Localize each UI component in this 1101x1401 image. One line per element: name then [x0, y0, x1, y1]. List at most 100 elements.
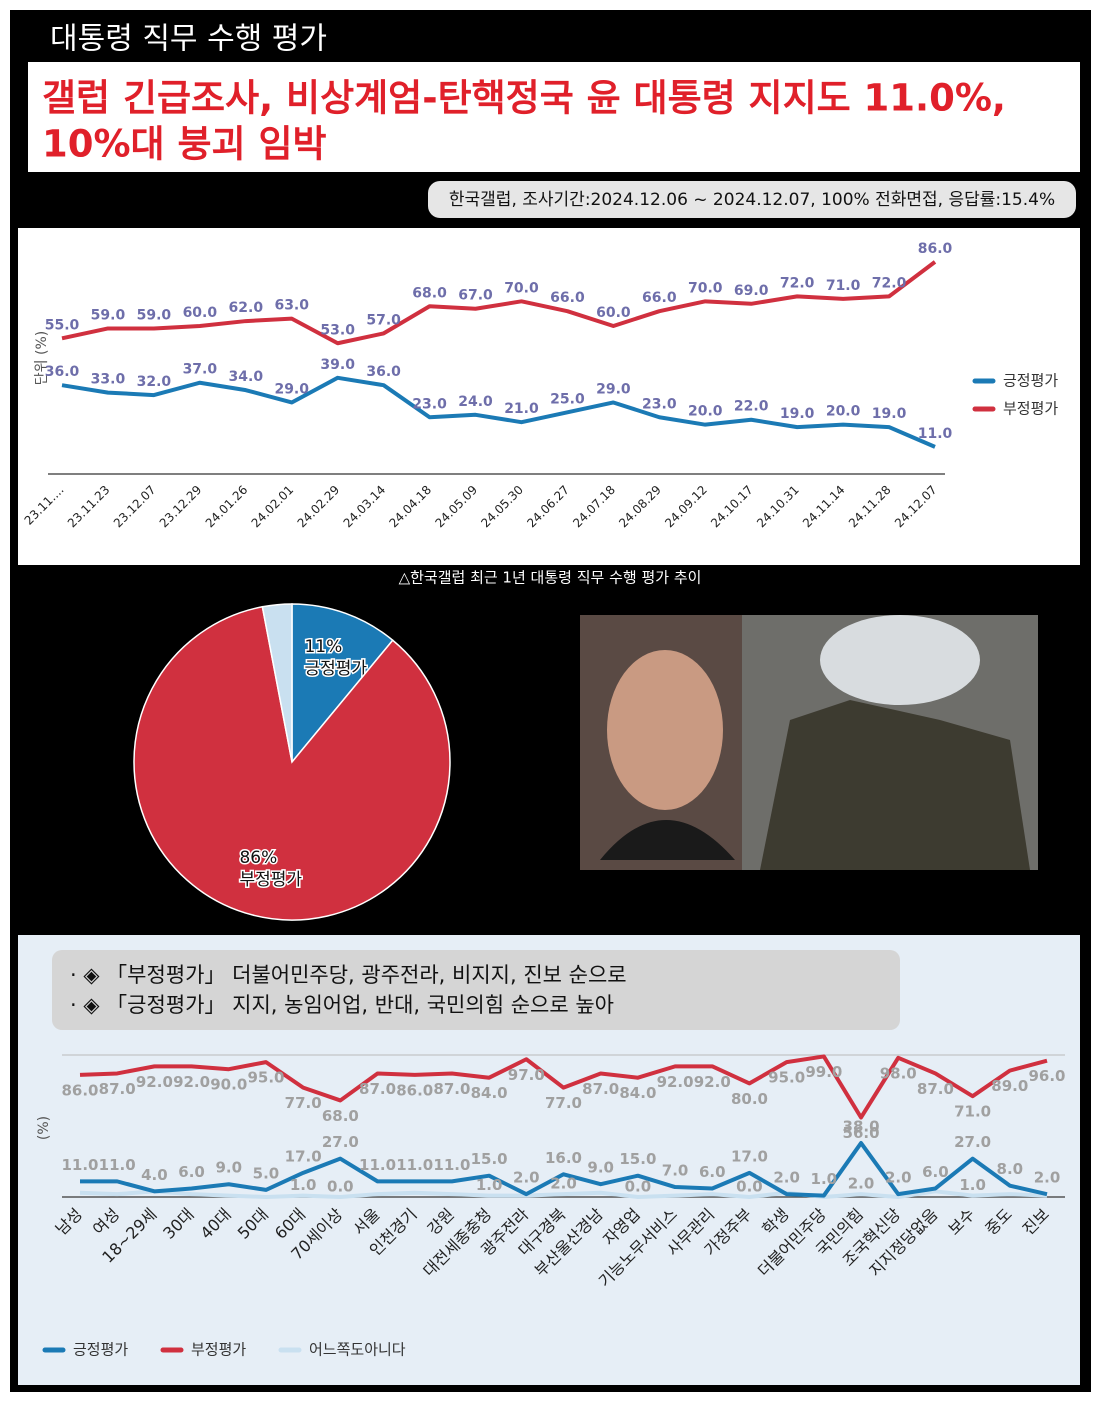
data-label: 84.0 — [619, 1084, 656, 1102]
data-label: 57.0 — [366, 312, 401, 328]
data-label: 25.0 — [550, 391, 585, 407]
data-label: 36.0 — [366, 364, 401, 380]
data-label: 0.0 — [327, 1178, 354, 1196]
data-label: 95.0 — [768, 1069, 805, 1087]
data-label: 62.0 — [229, 300, 264, 316]
data-label: 70.0 — [504, 280, 539, 296]
data-label: 0.0 — [625, 1178, 652, 1196]
data-label: 23.0 — [642, 396, 677, 412]
pie-slice — [261, 603, 293, 763]
data-label: 60.0 — [596, 305, 631, 321]
data-label: 68.0 — [412, 285, 447, 301]
legend-label: 부정평가 — [1003, 400, 1058, 418]
data-label: 6.0 — [178, 1163, 205, 1181]
data-label: 2.0 — [550, 1175, 577, 1193]
pie-slice — [291, 603, 394, 765]
data-label: 66.0 — [642, 290, 677, 306]
data-label: 23.0 — [412, 396, 447, 412]
data-label: 6.0 — [922, 1163, 949, 1181]
data-label: 36.0 — [45, 364, 80, 380]
data-label: 92.0 — [694, 1073, 731, 1091]
data-label: 39.0 — [320, 357, 355, 373]
data-label: 89.0 — [991, 1077, 1028, 1095]
data-label: 7.0 — [662, 1162, 689, 1180]
data-label: 86.0 — [61, 1081, 98, 1099]
data-label: 1.0 — [476, 1176, 503, 1194]
data-label: 77.0 — [545, 1094, 582, 1112]
source-box — [428, 181, 1076, 218]
data-label: 87.0 — [433, 1080, 470, 1098]
y-axis-label: 단위 (%) — [34, 331, 50, 385]
data-label: 27.0 — [322, 1133, 359, 1151]
photo — [580, 615, 1038, 870]
y-axis-label: (%) — [36, 1116, 52, 1140]
data-label: 96.0 — [1028, 1067, 1065, 1085]
data-label: 87.0 — [917, 1080, 954, 1098]
data-label: 20.0 — [688, 404, 723, 420]
data-label: 2.0 — [885, 1169, 912, 1187]
data-label: 8.0 — [997, 1160, 1024, 1178]
data-label: 77.0 — [285, 1094, 322, 1112]
data-label: 11.0 — [433, 1156, 470, 1174]
data-label: 24.0 — [458, 394, 493, 410]
data-label: 66.0 — [550, 290, 585, 306]
data-label: 34.0 — [229, 369, 264, 385]
data-label: 15.0 — [471, 1150, 508, 1168]
bullet-box — [52, 950, 900, 1030]
data-label: 80.0 — [731, 1090, 768, 1108]
data-label: 9.0 — [587, 1159, 614, 1177]
data-label: 59.0 — [137, 307, 172, 323]
data-label: 17.0 — [731, 1147, 768, 1165]
data-label: 1.0 — [811, 1170, 838, 1188]
series-line — [79, 1189, 1048, 1199]
data-label: 92.0 — [657, 1073, 694, 1091]
pie-slice — [133, 605, 451, 921]
data-label: 6.0 — [699, 1163, 726, 1181]
series-line — [61, 260, 937, 346]
data-label: 9.0 — [215, 1159, 242, 1177]
series-line — [79, 1054, 1048, 1120]
data-label: 29.0 — [274, 381, 309, 397]
data-label: 69.0 — [734, 283, 769, 299]
series-line — [80, 1141, 1048, 1198]
data-label: 84.0 — [471, 1084, 508, 1102]
data-label: 90.0 — [210, 1076, 247, 1094]
data-label: 33.0 — [91, 372, 126, 388]
data-label: 87.0 — [99, 1080, 136, 1098]
data-label: 19.0 — [872, 406, 907, 422]
data-label: 15.0 — [619, 1150, 656, 1168]
series-line — [61, 375, 936, 449]
legend-label: 긍정평가 — [1003, 372, 1058, 390]
legend-label: 부정평가 — [191, 1341, 246, 1359]
data-label: 56.0 — [843, 1124, 880, 1142]
title-box — [28, 62, 1080, 172]
data-label: 38.0 — [843, 1118, 880, 1136]
data-label: 72.0 — [872, 275, 907, 291]
data-label: 86.0 — [918, 241, 953, 257]
data-label: 67.0 — [458, 288, 493, 304]
data-label: 71.0 — [826, 278, 861, 294]
data-label: 32.0 — [137, 374, 172, 390]
data-label: 29.0 — [596, 381, 631, 397]
data-label: 27.0 — [954, 1133, 991, 1151]
data-label: 72.0 — [780, 275, 815, 291]
data-label: 98.0 — [880, 1064, 917, 1082]
data-label: 5.0 — [253, 1164, 280, 1182]
data-label: 95.0 — [247, 1069, 284, 1087]
legend-label: 어느쪽도아니다 — [309, 1341, 406, 1359]
title: 갤럽 긴급조사, 비상계엄-탄핵정국 윤 대통령 지지도 11.0%, — [42, 77, 1006, 120]
data-label: 4.0 — [141, 1166, 168, 1184]
data-label: 1.0 — [959, 1176, 986, 1194]
data-label: 59.0 — [91, 307, 126, 323]
data-label: 11.0 — [99, 1156, 136, 1174]
data-label: 37.0 — [183, 362, 218, 378]
data-label: 92.0 — [136, 1073, 173, 1091]
header: 대통령 직무 수행 평가 — [50, 22, 327, 57]
data-label: 11.0 — [396, 1156, 433, 1174]
data-label: 97.0 — [508, 1066, 545, 1084]
data-label: 63.0 — [274, 298, 309, 314]
pie-category-label: 부정평가 — [239, 870, 302, 890]
pie-value-label: 11% — [304, 637, 342, 657]
data-label: 70.0 — [688, 280, 723, 296]
